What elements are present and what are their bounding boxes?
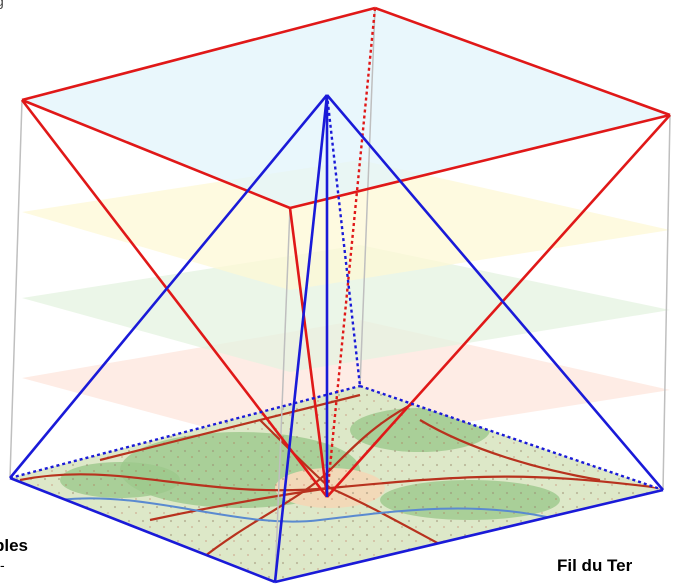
cube-edge xyxy=(21,6,376,102)
cube-vertical-guides xyxy=(9,7,671,583)
left-sub-label: - xyxy=(0,557,5,573)
pyramid-base-edge xyxy=(9,476,276,584)
inverted-pyramid xyxy=(20,7,671,498)
pyramid-base-edge-hidden xyxy=(9,384,361,480)
cube-edge xyxy=(21,98,291,210)
cube-edge xyxy=(289,113,671,210)
pyramid-edge xyxy=(326,94,664,491)
pyramid-edge xyxy=(8,94,329,479)
guide-left xyxy=(9,99,23,479)
guide-back xyxy=(359,7,376,387)
layer-band-top xyxy=(22,8,670,208)
red-line xyxy=(326,114,671,498)
red-line-hidden xyxy=(325,7,377,498)
left-label: bles xyxy=(0,536,29,555)
cube-top xyxy=(21,6,671,210)
pyramid xyxy=(8,94,664,584)
map-road xyxy=(419,419,601,482)
pyramid-base-edge xyxy=(274,488,664,584)
map-road xyxy=(99,393,361,462)
layer-band-3 xyxy=(22,160,670,290)
pyramid-base-edge-hidden xyxy=(359,384,664,492)
pyramid-edge xyxy=(273,94,329,583)
top-left-text-fragment: g ) xyxy=(0,0,4,22)
red-line xyxy=(288,207,329,498)
pyramid-edge-hidden xyxy=(325,94,362,387)
guide-right xyxy=(662,114,671,491)
map-river xyxy=(59,497,561,523)
guide-front xyxy=(274,207,291,583)
red-line xyxy=(20,99,329,498)
right-label: Fil du Ter xyxy=(557,556,633,575)
layer-band-bottom xyxy=(22,320,670,450)
map-road xyxy=(149,486,331,522)
cube-edge xyxy=(374,6,671,117)
